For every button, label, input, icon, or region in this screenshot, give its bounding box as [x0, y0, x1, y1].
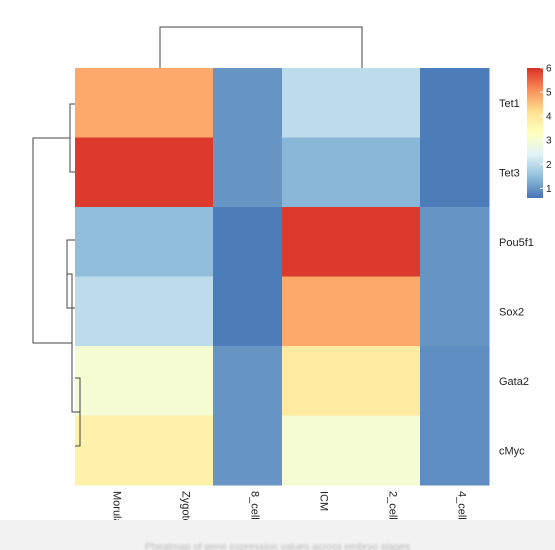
heatmap-cell: [213, 415, 283, 486]
row-label: Tet3: [499, 167, 520, 179]
heatmap-cell: [351, 346, 421, 416]
heatmap-cell: [282, 137, 352, 208]
heatmap-cell: [75, 207, 145, 277]
heatmap-cell: [75, 137, 145, 208]
column-dendrogram: [159, 26, 363, 68]
column-label: 2_cell: [387, 491, 399, 520]
heatmap-cell: [351, 68, 421, 138]
heatmap-cell: [351, 137, 421, 208]
heatmap-cell: [144, 68, 214, 138]
heatmap-cell: [420, 207, 490, 277]
heatmap-cell: [213, 276, 283, 347]
column-label: Morula: [111, 491, 123, 520]
column-label: ICM: [318, 491, 330, 511]
heatmap-cell: [213, 68, 283, 138]
heatmap-cell: [75, 346, 145, 416]
heatmap-cell: [282, 346, 352, 416]
heatmap-cell: [420, 346, 490, 416]
legend-tick-label: 5: [546, 88, 552, 99]
footer-caption: Pheatmap of gene expression values acros…: [144, 542, 411, 550]
heatmap-cell: [75, 415, 145, 486]
heatmap-cell: [213, 137, 283, 208]
legend-tick-label: 1: [546, 184, 552, 195]
row-label: cMyc: [499, 445, 525, 457]
heatmap-chart: Tet1 Tet3 Pou5f1 Sox2 Gata2 cMyc Morula Zygote 8…: [32, 26, 552, 520]
heatmap-cell: [351, 207, 421, 277]
legend-tick-label: 2: [546, 160, 552, 171]
column-label: Zygote: [180, 491, 192, 520]
column-label: 8_cell: [249, 491, 261, 520]
heatmap-cell: [144, 415, 214, 486]
row-label: Tet1: [499, 98, 520, 110]
heatmap-cell: [213, 207, 283, 277]
legend-tick-label: 4: [546, 112, 552, 123]
heatmap-cell: [144, 346, 214, 416]
column-label: 4_cell: [456, 491, 468, 520]
row-dendrogram: [32, 103, 81, 447]
heatmap-cell: [213, 346, 283, 416]
heatmap-cell: [282, 207, 352, 277]
color-legend-bar: [527, 68, 543, 198]
heatmap-cell: [282, 68, 352, 138]
heatmap-cell: [144, 137, 214, 208]
heatmap-cell: [282, 276, 352, 347]
heatmap-cell: [420, 415, 490, 486]
heatmap-cell: [420, 137, 490, 208]
row-label: Gata2: [499, 376, 529, 388]
video-footer-bar: [0, 520, 555, 550]
legend-tick-label: 6: [546, 64, 552, 75]
heatmap-cell: [282, 415, 352, 486]
heatmap-cell: [351, 415, 421, 486]
heatmap-cell: [144, 207, 214, 277]
heatmap-cells: [75, 68, 490, 486]
heatmap-cell: [420, 68, 490, 138]
row-label: Sox2: [499, 306, 524, 318]
row-label: Pou5f1: [499, 237, 534, 249]
legend-tick-label: 3: [546, 136, 552, 147]
heatmap-cell: [144, 276, 214, 347]
heatmap-cell: [351, 276, 421, 347]
heatmap-cell: [420, 276, 490, 347]
heatmap-cell: [75, 276, 145, 347]
heatmap-cell: [75, 68, 145, 138]
